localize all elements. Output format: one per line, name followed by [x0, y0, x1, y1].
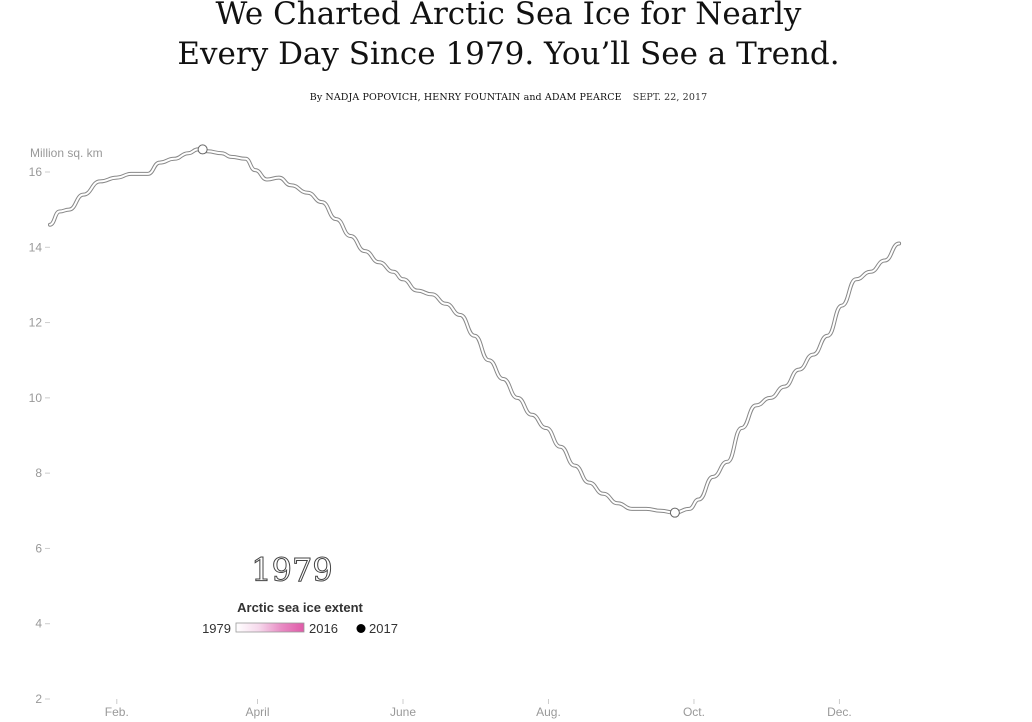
x-tick-label-june: June [390, 705, 416, 719]
legend-title: Arctic sea ice extent [237, 600, 363, 615]
byline-and: and [523, 92, 542, 103]
y-tick-label-12: 12 [29, 316, 43, 330]
legend-end-label: 2016 [309, 621, 338, 636]
byline-prefix: By [309, 92, 323, 103]
y-tick-label-6: 6 [35, 541, 42, 555]
y-tick-label-14: 14 [29, 240, 43, 254]
series-line-0 [49, 148, 901, 514]
publish-date: SEPT. 22, 2017 [632, 92, 708, 103]
series-lines [48, 147, 902, 515]
series-line-outline-0 [48, 147, 902, 515]
y-tick-label-10: 10 [29, 391, 43, 405]
y-tick-label-2: 2 [35, 692, 42, 706]
legend-2017-dot [356, 624, 366, 633]
x-tick-label-dec: Dec. [827, 705, 852, 719]
headline-line-1: We Charted Arctic Sea Ice for Nearly [215, 0, 802, 32]
extreme-markers [197, 144, 680, 518]
y-axis: 2 4 6 8 10 12 14 16 [29, 165, 50, 706]
headline: We Charted Arctic Sea Ice for Nearly Eve… [0, 0, 1017, 74]
x-tick-label-oct: Oct. [683, 705, 705, 719]
x-tick-label-feb: Feb. [105, 705, 129, 719]
current-year-label: 1979 [251, 551, 332, 589]
y-tick-label-16: 16 [29, 165, 43, 179]
byline: By NADJA POPOVICH, HENRY FOUNTAIN and AD… [309, 92, 708, 103]
y-axis-unit-label: Million sq. km [30, 146, 103, 160]
author-link-3[interactable]: ADAM PEARCE [544, 92, 622, 103]
author-link-1[interactable]: NADJA POPOVICH [325, 92, 418, 103]
author-link-2[interactable]: HENRY FOUNTAIN [423, 92, 521, 103]
legend-gradient-bar [235, 622, 305, 633]
x-tick-label-aug: Aug. [536, 705, 561, 719]
min-extent-marker [669, 507, 680, 518]
max-extent-marker [197, 144, 208, 155]
legend-start-label: 1979 [202, 621, 231, 636]
headline-line-2: Every Day Since 1979. You’ll See a Trend… [177, 36, 840, 72]
y-tick-label-4: 4 [35, 617, 42, 631]
legend-dot-label: 2017 [369, 621, 398, 636]
x-tick-label-april: April [245, 705, 269, 719]
x-axis: Feb. April June Aug. Oct. Dec. [105, 699, 852, 719]
legend: Arctic sea ice extent 1979 2016 2017 [202, 600, 398, 636]
y-tick-label-8: 8 [35, 466, 42, 480]
